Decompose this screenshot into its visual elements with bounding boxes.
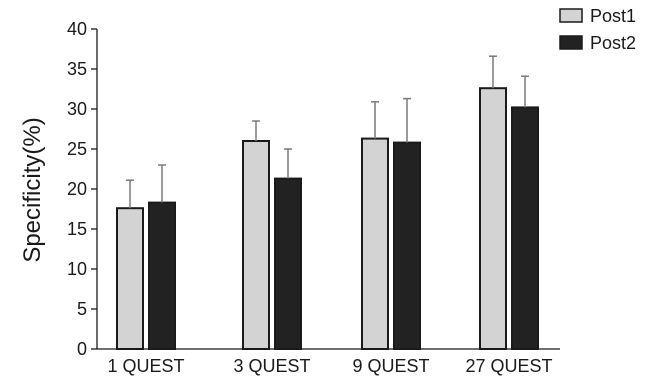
bar-post2-2 [393,141,421,350]
bar-post1-0 [116,207,144,350]
y-tick-label: 15 [67,219,87,239]
bar-post1-2 [361,137,389,350]
y-axis-title: Specificity(%) [19,117,46,262]
y-tick-label: 30 [67,99,87,119]
bar-post1-1 [242,140,270,350]
legend-swatch-post1 [559,8,583,23]
bar-post2-0 [148,201,176,350]
x-tick-label: 1 QUEST [107,356,184,376]
bar-post2-1 [274,177,302,350]
x-tick-label: 9 QUEST [352,356,429,376]
bar-post1-3 [479,87,507,350]
y-tick-label: 35 [67,59,87,79]
axes: 0 5 10 15 20 25 30 35 40 1 QUEST 3 QUEST 9 QUEST 27 … [67,19,560,376]
legend: Post1 Post2 [559,6,636,53]
y-tick-label: 40 [67,19,87,39]
x-tick-label: 27 QUEST [465,356,552,376]
y-tick-label: 10 [67,259,87,279]
x-tick-label: 3 QUEST [233,356,310,376]
legend-label-post1: Post1 [590,6,636,26]
y-tick-label: 20 [67,179,87,199]
bar-post2-3 [511,106,539,351]
y-tick-label: 0 [77,339,87,359]
legend-label-post2: Post2 [590,33,636,53]
y-tick-label: 25 [67,139,87,159]
legend-swatch-post2 [559,35,583,50]
y-tick-label: 5 [77,299,87,319]
bars [116,55,539,351]
